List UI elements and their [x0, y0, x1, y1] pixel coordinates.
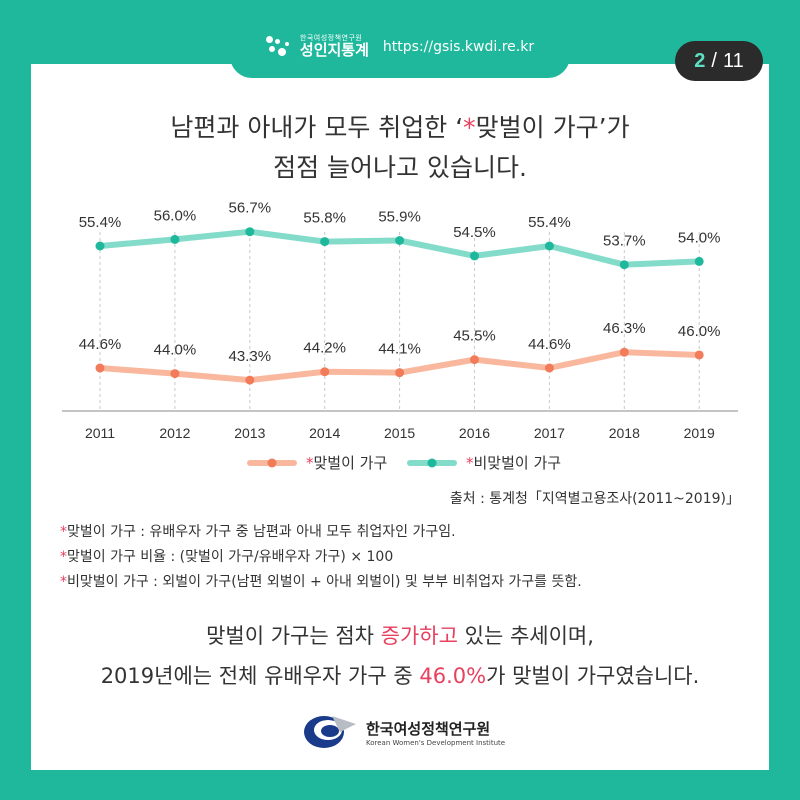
data-label: 43.3% [229, 348, 272, 365]
header-tab: 한국여성정책연구원 성인지통계 https://gsis.kwdi.re.kr [230, 22, 570, 78]
data-point [395, 236, 405, 245]
data-point [170, 234, 180, 244]
brand: 한국여성정책연구원 성인지통계 [300, 35, 369, 58]
data-label: 46.0% [678, 323, 721, 340]
data-point [95, 363, 105, 373]
summary-text: 맞벌이 가구는 점차 증가하고 있는 추세이며, 2019년에는 전체 유배우자… [31, 616, 769, 696]
content-card [31, 64, 769, 770]
footer-logo: 한국여성정책연구원 Korean Women's Development Ins… [300, 712, 505, 752]
page-title: 남편과 아내가 모두 취업한 ‘*맞벌이 가구’가 점점 늘어나고 있습니다. [31, 108, 769, 188]
x-tick-label: 2015 [384, 425, 415, 441]
data-label: 55.4% [528, 214, 571, 231]
data-point [619, 260, 629, 270]
data-label: 55.8% [303, 210, 346, 227]
data-point [470, 251, 479, 261]
footnote-star: * [60, 524, 67, 540]
legend-label: *비맞벌이 가구 [466, 454, 561, 472]
data-label: 44.6% [528, 336, 571, 353]
page-separator: / [711, 49, 717, 72]
x-tick-label: 2013 [234, 425, 265, 441]
title-line2: 점점 늘어나고 있습니다. [273, 153, 527, 182]
data-point [544, 363, 554, 373]
summary-line2-highlight: 46.0% [419, 664, 487, 688]
footnote-text: 맞벌이 가구 비율 : (맞벌이 가구/유배우자 가구) × 100 [67, 549, 394, 565]
data-label: 55.4% [79, 214, 122, 231]
data-point [170, 369, 180, 379]
footnotes: *맞벌이 가구 : 유배우자 가구 중 남편과 아내 모두 취업자인 가구임. … [60, 520, 582, 595]
data-point [470, 355, 479, 365]
data-label: 44.1% [378, 341, 421, 358]
footnote-star: * [60, 549, 67, 565]
x-tick-label: 2018 [609, 425, 640, 441]
x-tick-label: 2011 [85, 425, 115, 441]
data-point [694, 256, 704, 266]
data-point [320, 237, 330, 247]
data-label: 54.5% [453, 224, 496, 241]
data-label: 55.9% [378, 209, 421, 226]
data-label: 44.6% [79, 336, 122, 353]
summary-line2-pre: 2019년에는 전체 유배우자 가구 중 [100, 664, 420, 688]
page-total: 11 [722, 49, 744, 72]
data-label: 54.0% [678, 229, 721, 246]
brand-small-text: 한국여성정책연구원 [299, 34, 363, 43]
title-star: * [463, 113, 476, 142]
site-url-link[interactable]: https://gsis.kwdi.re.kr [382, 39, 535, 55]
x-tick-label: 2012 [159, 425, 190, 441]
footnote-text: 비맞벌이 가구 : 외벌이 가구(남편 외벌이 + 아내 외벌이) 및 부부 비… [67, 574, 582, 590]
brand-name: 성인지통계 [299, 40, 369, 59]
data-point [95, 241, 105, 251]
org-name-ko: 한국여성정책연구원 [366, 719, 491, 738]
data-label: 56.0% [154, 207, 197, 224]
footnote-2: *맞벌이 가구 비율 : (맞벌이 가구/유배우자 가구) × 100 [60, 545, 582, 570]
source-text: 출처 : 통계청「지역별고용조사(2011~2019)」 [449, 491, 740, 507]
x-tick-label: 2017 [534, 425, 565, 441]
line-chart: 2011 2012 2013 2014 2015 2016 2017 2018 2019 44.6… [62, 200, 738, 472]
data-point [395, 368, 405, 378]
data-point [245, 227, 255, 237]
data-point [619, 347, 629, 357]
data-label: 53.7% [603, 233, 646, 250]
data-point [544, 241, 554, 251]
data-point [245, 375, 255, 385]
data-label: 56.7% [229, 200, 272, 217]
x-tick-label: 2016 [459, 425, 490, 441]
footnote-text: 맞벌이 가구 : 유배우자 가구 중 남편과 아내 모두 취업자인 가구임. [67, 524, 456, 540]
summary-line1-pre: 맞벌이 가구는 점차 [206, 624, 381, 648]
footnote-3: *비맞벌이 가구 : 외벌이 가구(남편 외벌이 + 아내 외벌이) 및 부부 … [60, 570, 582, 595]
summary-line1-highlight: 증가하고 [380, 624, 458, 648]
brand-logo-icon [265, 36, 290, 58]
data-label: 44.0% [154, 342, 197, 359]
data-point [694, 350, 704, 360]
legend-label: *맞벌이 가구 [306, 454, 387, 472]
legend-marker [427, 458, 437, 468]
summary-line2-post: 가 맞벌이 가구였습니다. [486, 664, 700, 688]
x-tick-label: 2019 [684, 425, 715, 441]
footnote-star: * [60, 574, 67, 590]
data-label: 46.3% [603, 320, 646, 337]
x-tick-label: 2014 [309, 425, 340, 441]
data-label: 44.2% [303, 340, 346, 357]
page-indicator: 2 / 11 [675, 41, 763, 81]
page-current: 2 [694, 49, 706, 72]
footnote-1: *맞벌이 가구 : 유배우자 가구 중 남편과 아내 모두 취업자인 가구임. [60, 520, 582, 545]
data-label: 45.5% [453, 328, 496, 345]
org-name-en: Korean Women's Development Institute [366, 738, 506, 747]
data-point [320, 367, 330, 377]
summary-line1-post: 있는 추세이며, [457, 624, 594, 648]
legend-marker [267, 458, 277, 468]
title-line1-post: 맞벌이 가구’가 [475, 113, 630, 142]
kwdi-logo-icon [304, 716, 356, 748]
title-line1-pre: 남편과 아내가 모두 취업한 ‘ [170, 113, 464, 142]
